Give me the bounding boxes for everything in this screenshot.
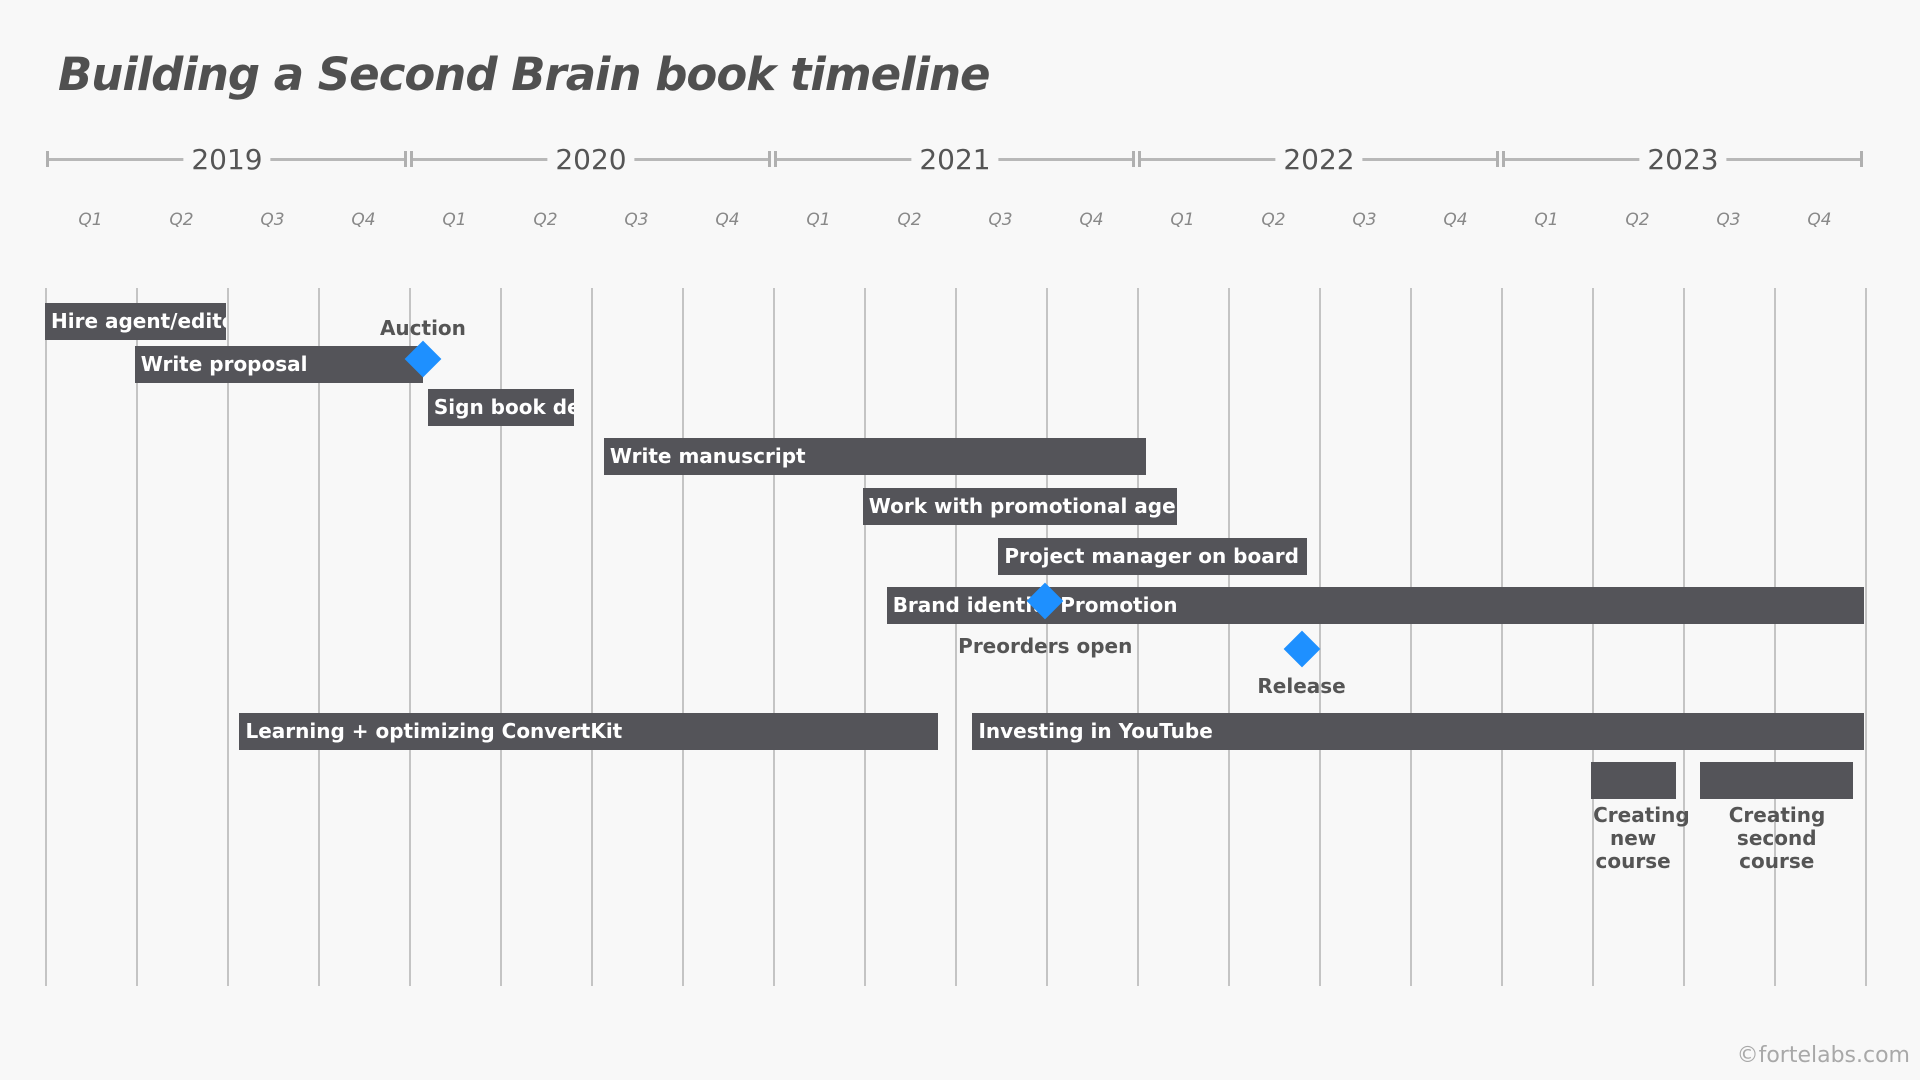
year-axis-cap <box>1132 151 1135 167</box>
year-label: 2023 <box>1639 142 1727 178</box>
quarter-gridline <box>955 288 957 986</box>
year-axis-cap <box>768 151 771 167</box>
quarter-label: Q4 <box>351 210 376 230</box>
task-bar <box>1590 762 1676 799</box>
task-label: Promotion <box>1060 593 1178 617</box>
milestone-label: Preorders open <box>958 634 1133 658</box>
task-label: Hire agent/editor <box>51 309 226 333</box>
task-label: Write manuscript <box>609 444 806 468</box>
year-axis-cap <box>1860 151 1863 167</box>
quarter-gridline <box>409 288 411 986</box>
task-bar: Hire agent/editor <box>45 303 226 340</box>
task-label: Creating second course <box>1728 803 1826 873</box>
milestone-label: Release <box>1257 674 1346 698</box>
quarter-label: Q3 <box>988 210 1013 230</box>
task-bar: Write proposal <box>134 346 423 383</box>
task-label: Creating new course <box>1593 803 1690 873</box>
year-axis-cap <box>774 151 777 167</box>
page-title: Building a Second Brain book timeline <box>58 48 991 101</box>
quarter-gridline <box>136 288 138 986</box>
task-bar: Promotion <box>1054 587 1864 624</box>
year-axis-cap <box>1138 151 1141 167</box>
quarter-label: Q3 <box>1352 210 1377 230</box>
quarter-label: Q2 <box>897 210 922 230</box>
year-axis-cap <box>410 151 413 167</box>
quarter-gridline <box>1774 288 1776 986</box>
milestone-diamond <box>1283 630 1320 668</box>
task-bar: Learning + optimizing ConvertKit <box>239 713 938 750</box>
quarter-label: Q1 <box>1170 210 1195 230</box>
year-axis-cap <box>1502 151 1505 167</box>
task-bar: Sign book deal <box>427 389 575 426</box>
quarter-label: Q4 <box>715 210 740 230</box>
quarter-label: Q1 <box>1534 210 1559 230</box>
task-label: Learning + optimizing ConvertKit <box>245 719 623 743</box>
quarter-gridline <box>1410 288 1412 986</box>
quarter-gridline <box>227 288 229 986</box>
milestone-label: Auction <box>379 316 466 340</box>
quarter-gridline <box>1683 288 1685 986</box>
quarter-label: Q1 <box>78 210 103 230</box>
task-bar <box>1700 762 1854 799</box>
watermark: ©fortelabs.com <box>1736 1043 1910 1068</box>
quarter-label: Q4 <box>1079 210 1104 230</box>
quarter-label: Q1 <box>442 210 467 230</box>
quarter-gridline <box>864 288 866 986</box>
task-label: Work with promotional agency <box>868 494 1177 518</box>
task-bar: Work with promotional agency <box>862 488 1177 525</box>
task-bar: Write manuscript <box>603 438 1146 475</box>
quarter-gridline <box>1046 288 1048 986</box>
task-label: Write proposal <box>140 352 308 376</box>
quarter-label: Q3 <box>624 210 649 230</box>
quarter-gridline <box>1319 288 1321 986</box>
year-label: 2020 <box>547 142 635 178</box>
task-label: Sign book deal <box>433 395 575 419</box>
year-label: 2019 <box>183 142 271 178</box>
quarter-gridline <box>591 288 593 986</box>
quarter-label: Q1 <box>806 210 831 230</box>
quarter-label: Q2 <box>533 210 558 230</box>
year-axis-cap <box>46 151 49 167</box>
year-axis-cap <box>1496 151 1499 167</box>
year-axis-cap <box>404 151 407 167</box>
quarter-label: Q4 <box>1807 210 1832 230</box>
quarter-label: Q2 <box>169 210 194 230</box>
quarter-gridline <box>1137 288 1139 986</box>
quarter-gridline <box>318 288 320 986</box>
quarter-gridline <box>1592 288 1594 986</box>
year-label: 2022 <box>1275 142 1363 178</box>
quarter-gridline <box>682 288 684 986</box>
quarter-gridline <box>500 288 502 986</box>
quarter-gridline <box>1865 288 1867 986</box>
task-bar: Investing in YouTube <box>972 713 1864 750</box>
quarter-gridline <box>45 288 47 986</box>
quarter-gridline <box>1501 288 1503 986</box>
task-label: Project manager on board <box>1004 544 1299 568</box>
task-label: Investing in YouTube <box>978 719 1213 743</box>
quarter-gridline <box>1228 288 1230 986</box>
quarter-label: Q4 <box>1443 210 1468 230</box>
quarter-label: Q2 <box>1625 210 1650 230</box>
task-bar: Project manager on board <box>998 538 1307 575</box>
quarter-gridline <box>773 288 775 986</box>
quarter-label: Q3 <box>260 210 285 230</box>
quarter-label: Q2 <box>1261 210 1286 230</box>
year-label: 2021 <box>911 142 999 178</box>
quarter-label: Q3 <box>1716 210 1741 230</box>
